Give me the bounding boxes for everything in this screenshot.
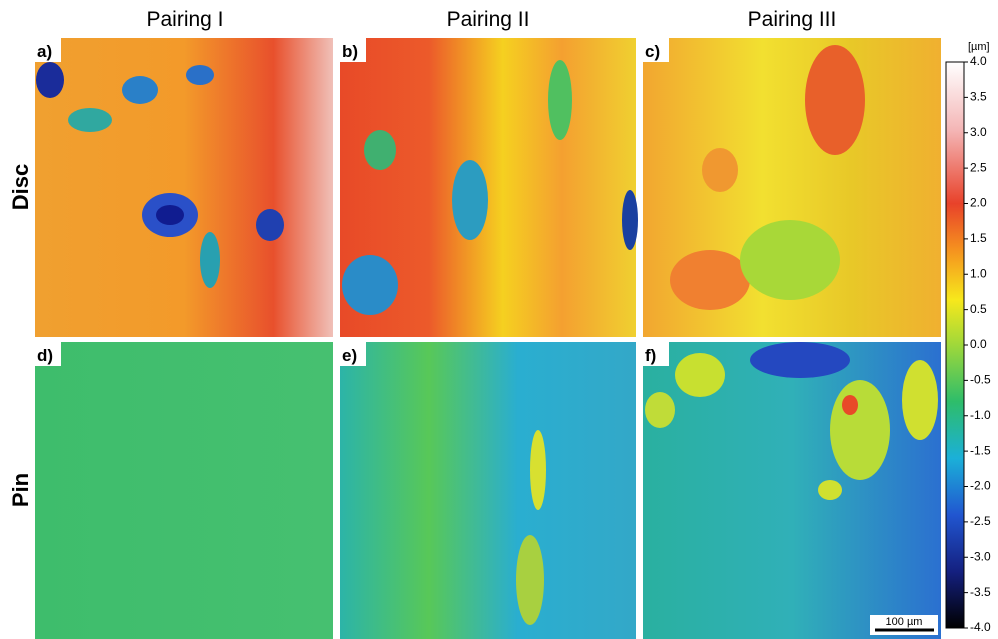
tick-label: 0.5 (970, 302, 987, 316)
tick-label: 2.0 (970, 196, 987, 210)
tick-label: -3.5 (970, 585, 991, 599)
panel-label: d) (37, 346, 53, 365)
panel-f: 100 µm (643, 342, 941, 639)
tick-label: -4.0 (970, 620, 991, 634)
panel-label: c) (645, 42, 660, 61)
tick-label: -1.0 (970, 408, 991, 422)
tick-label: 2.5 (970, 160, 987, 174)
scale-bar-label: 100 µm (886, 616, 923, 628)
panel-label: a) (37, 42, 52, 61)
panel-b (340, 38, 638, 337)
tick-label: -2.5 (970, 514, 991, 528)
tick-label: 0.0 (970, 337, 987, 351)
tick-label: 3.0 (970, 125, 987, 139)
tick-label: -1.5 (970, 443, 991, 457)
tick-label: 1.5 (970, 231, 987, 245)
panel-a (35, 38, 333, 337)
tick-label: 4.0 (970, 54, 987, 68)
tick-label: -0.5 (970, 373, 991, 387)
tick-label: 1.0 (970, 266, 987, 280)
panels: 100 µm (35, 38, 941, 639)
panel-e (340, 342, 636, 639)
colorbar (946, 62, 964, 628)
panel-d (35, 342, 333, 639)
panel-label: f) (645, 346, 656, 365)
figure: 100 µm a) b) c) d) e) f) Pairing I Pairi… (0, 0, 998, 639)
panel-label: e) (342, 346, 357, 365)
colorbar-ticks: 4.0 3.5 3.0 2.5 2.0 1.5 1.0 0.5 0.0 -0.5 -1.0 -1.5 -… (964, 54, 991, 634)
panel-label: b) (342, 42, 358, 61)
tick-label: -2.0 (970, 479, 991, 493)
colorbar-unit: [µm] (968, 41, 990, 53)
panel-c (643, 38, 941, 337)
column-title: Pairing II (447, 8, 530, 31)
row-title: Disc (8, 164, 33, 210)
tick-label: 3.5 (970, 90, 987, 104)
tick-label: -3.0 (970, 549, 991, 563)
row-title: Pin (8, 473, 33, 507)
column-title: Pairing III (748, 8, 837, 31)
column-title: Pairing I (146, 8, 223, 31)
